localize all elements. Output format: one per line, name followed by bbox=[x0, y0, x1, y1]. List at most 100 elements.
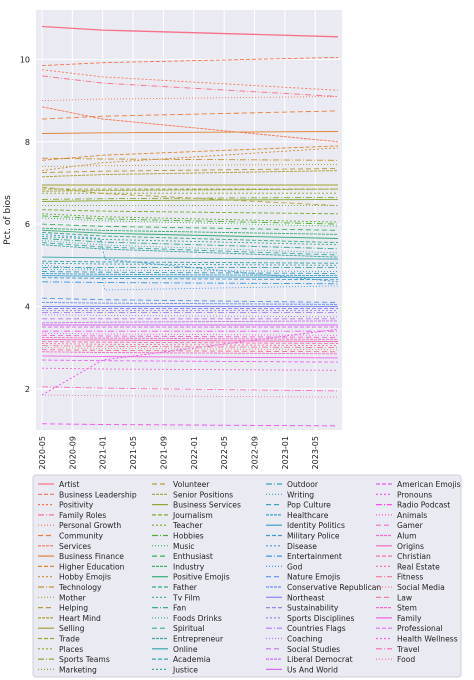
series-lines bbox=[41, 25, 339, 427]
series-line bbox=[41, 157, 339, 161]
legend-label: Marketing bbox=[59, 665, 97, 674]
series-line bbox=[41, 240, 339, 254]
legend-label: Business Services bbox=[173, 501, 241, 510]
series-line bbox=[41, 131, 339, 134]
y-tick-label: 8 bbox=[25, 138, 30, 147]
legend-label: Pop Culture bbox=[287, 501, 331, 510]
legend-label: Business Finance bbox=[59, 552, 124, 561]
series-line bbox=[41, 349, 339, 353]
series-line bbox=[41, 268, 339, 272]
series-line bbox=[41, 229, 339, 239]
legend-label: Law bbox=[397, 593, 412, 602]
series-line bbox=[41, 163, 339, 167]
legend-label: Sustainability bbox=[287, 604, 339, 613]
legend-label: Journalism bbox=[172, 511, 213, 520]
series-line bbox=[41, 213, 339, 223]
x-tick-label: 2021-05 bbox=[129, 436, 138, 469]
legend-label: Professional bbox=[397, 624, 443, 633]
legend-label: Health Wellness bbox=[397, 635, 458, 644]
legend-label: Hobbies bbox=[173, 532, 204, 541]
legend-label: Community bbox=[59, 532, 103, 541]
series-line bbox=[41, 209, 339, 215]
series-line bbox=[41, 236, 339, 246]
series-line bbox=[41, 168, 339, 174]
legend-label: Trade bbox=[58, 635, 80, 644]
series-line bbox=[41, 338, 339, 342]
x-tick-label: 2023-05 bbox=[311, 436, 320, 469]
series-line bbox=[41, 196, 339, 200]
series-line bbox=[41, 345, 339, 349]
y-tick-label: 2 bbox=[25, 385, 30, 394]
series-line bbox=[41, 223, 339, 231]
legend-label: Industry bbox=[173, 562, 205, 571]
y-tick-label: 10 bbox=[20, 55, 30, 64]
series-line bbox=[41, 332, 339, 336]
legend-label: Countries Flags bbox=[287, 624, 346, 633]
y-tick-label: 4 bbox=[25, 302, 30, 311]
series-line bbox=[41, 69, 339, 91]
legend-label: Origins bbox=[397, 542, 424, 551]
series-line bbox=[41, 264, 339, 291]
series-line bbox=[41, 277, 339, 281]
series-line bbox=[41, 110, 339, 120]
legend-label: Disease bbox=[287, 542, 317, 551]
y-axis-label: Pct. of bios bbox=[3, 195, 13, 245]
legend-label: Enthusiast bbox=[173, 552, 213, 561]
series-line bbox=[41, 188, 339, 192]
legend-label: Services bbox=[59, 542, 91, 551]
legend-label: Radio Podcast bbox=[397, 501, 450, 510]
series-line bbox=[41, 359, 339, 363]
series-line bbox=[41, 256, 339, 260]
series-line bbox=[41, 297, 339, 303]
series-line bbox=[41, 238, 339, 250]
legend-label: Artist bbox=[59, 480, 79, 489]
legend-label: Family Roles bbox=[59, 511, 106, 520]
legend-label: Sports Disciplines bbox=[287, 614, 354, 623]
legend-label: Foods Drinks bbox=[173, 614, 222, 623]
x-tick-label: 2022-01 bbox=[190, 436, 199, 469]
series-line bbox=[41, 170, 339, 178]
legend-label: Heart Mind bbox=[59, 614, 101, 623]
series-line bbox=[41, 347, 339, 351]
legend-label: Teacher bbox=[172, 521, 203, 530]
legend-label: Conservative Republican bbox=[287, 583, 381, 592]
series-line bbox=[41, 301, 339, 305]
series-line bbox=[41, 341, 339, 344]
legend-label: Gamer bbox=[397, 521, 424, 530]
legend-label: Us And World bbox=[287, 665, 338, 674]
legend-label: Tv Film bbox=[172, 593, 200, 602]
series-line bbox=[41, 336, 339, 340]
legend-label: Business Leadership bbox=[59, 490, 137, 499]
x-tick-labels: 2020-05 2020-09 2021-01 2021-05 2021-09 2022-… bbox=[38, 436, 320, 469]
legend-label: God bbox=[287, 562, 303, 571]
legend-label: Positivity bbox=[59, 501, 94, 510]
legend-label: Social Media bbox=[397, 583, 445, 592]
legend-label: Volunteer bbox=[173, 480, 210, 489]
series-line bbox=[41, 271, 339, 274]
legend-label: Senior Positions bbox=[173, 490, 233, 499]
x-tick-label: 2022-05 bbox=[220, 436, 229, 469]
series-line bbox=[41, 145, 339, 161]
legend-label: Pronouns bbox=[397, 490, 432, 499]
series-line bbox=[41, 320, 339, 324]
legend-label: Stem bbox=[397, 604, 417, 613]
series-line bbox=[41, 386, 339, 392]
series-line bbox=[41, 351, 339, 355]
legend-label: Military Police bbox=[287, 532, 340, 541]
legend-label: Coaching bbox=[287, 635, 323, 644]
legend-label: Online bbox=[173, 645, 198, 654]
legend-label: Hobby Emojis bbox=[59, 573, 111, 582]
series-line bbox=[41, 367, 339, 371]
legend-label: Entrepreneur bbox=[173, 635, 224, 644]
x-tick-label: 2022-09 bbox=[251, 436, 260, 469]
series-line bbox=[41, 198, 339, 202]
legend-label: Social Studies bbox=[287, 645, 340, 654]
series-line bbox=[41, 423, 339, 427]
legend-label: Identity Politics bbox=[287, 521, 345, 530]
series-line bbox=[41, 242, 339, 256]
series-line bbox=[41, 394, 339, 398]
legend-label: Academia bbox=[173, 655, 211, 664]
legend-label: Alum bbox=[397, 532, 417, 541]
